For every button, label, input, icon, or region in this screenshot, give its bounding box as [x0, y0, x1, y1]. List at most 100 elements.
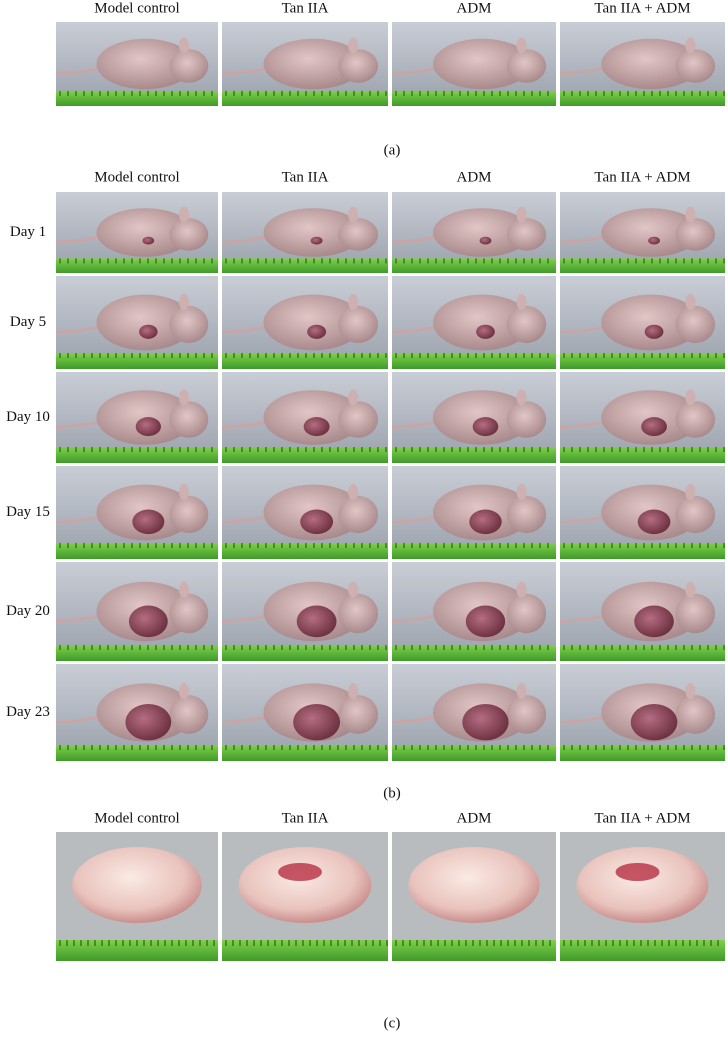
- mouse-head: [169, 593, 209, 634]
- ruler: [56, 745, 218, 761]
- tumor: [472, 417, 499, 437]
- mouse-head: [506, 593, 547, 634]
- mouse-head: [506, 495, 547, 534]
- photo: [55, 664, 218, 761]
- tumor: [135, 417, 161, 437]
- tumor: [648, 236, 660, 245]
- tumor: [303, 417, 330, 437]
- mouse-ear: [348, 683, 359, 700]
- ruler: [56, 447, 218, 463]
- column-header: Tan IIA: [282, 0, 329, 16]
- mouse-ear: [348, 206, 359, 223]
- tumor: [641, 417, 667, 437]
- column-header: Model control: [94, 0, 179, 16]
- mouse-ear: [348, 484, 359, 501]
- tumor: [300, 509, 334, 535]
- tumor: [465, 605, 506, 638]
- ruler: [56, 940, 218, 961]
- row-label: Day 20: [6, 603, 50, 619]
- ruler: [56, 543, 218, 559]
- ruler: [392, 543, 556, 559]
- ruler: [56, 258, 218, 273]
- photo: [221, 664, 388, 761]
- mouse-ear: [178, 683, 189, 700]
- mouse-head: [169, 305, 209, 344]
- mouse-ear: [685, 484, 696, 501]
- tumor: [462, 703, 509, 741]
- ruler: [56, 645, 218, 661]
- column-header: Tan IIA + ADM: [594, 169, 690, 185]
- column-header: Tan IIA: [282, 169, 329, 185]
- tumor: [630, 703, 678, 741]
- photo: [391, 466, 556, 559]
- mouse-head: [506, 401, 547, 438]
- tumor: [469, 509, 502, 535]
- ruler: [222, 258, 388, 273]
- mouse-ear: [516, 294, 527, 311]
- mouse-ear: [685, 581, 696, 598]
- tumor: [125, 703, 172, 741]
- mouse-head: [675, 695, 716, 734]
- tumor: [644, 324, 664, 339]
- mouse-head: [169, 218, 209, 251]
- mouse-ear: [348, 37, 359, 54]
- hemorrhage: [278, 863, 322, 881]
- photo: [559, 192, 725, 273]
- mouse-head: [338, 401, 379, 438]
- photo: [55, 372, 218, 463]
- column-header: ADM: [456, 810, 491, 826]
- mouse-body: [433, 294, 532, 351]
- mouse-head: [506, 218, 547, 251]
- mouse-ear: [516, 206, 527, 223]
- photo: [559, 22, 725, 106]
- tumor: [128, 605, 168, 638]
- panel-label: (a): [384, 142, 401, 158]
- tumor: [479, 236, 492, 245]
- mouse-head: [675, 495, 716, 534]
- mouse-body: [433, 208, 532, 257]
- photo: [55, 562, 218, 661]
- ruler: [222, 447, 388, 463]
- mouse-ear: [685, 389, 696, 406]
- mouse-ear: [348, 294, 359, 311]
- mouse-body: [263, 38, 364, 90]
- tumor-photo: [222, 832, 388, 961]
- mouse-ear: [178, 37, 189, 54]
- mouse-body: [601, 208, 701, 257]
- mouse-ear: [685, 206, 696, 223]
- mouse-ear: [348, 389, 359, 406]
- ruler: [222, 353, 388, 369]
- tumor-photo: [56, 832, 218, 961]
- mouse-body: [96, 38, 194, 90]
- mouse-ear: [178, 389, 189, 406]
- photo: [391, 372, 556, 463]
- photo: [221, 22, 388, 106]
- tumor: [307, 324, 327, 339]
- ruler: [56, 353, 218, 369]
- ruler: [560, 940, 725, 961]
- ruler: [222, 645, 388, 661]
- ruler: [222, 90, 388, 106]
- tumor: [139, 324, 158, 339]
- row-label: Day 1: [10, 224, 46, 240]
- mouse-ear: [348, 581, 359, 598]
- mouse-ear: [516, 581, 527, 598]
- ruler: [222, 940, 388, 961]
- ruler: [222, 543, 388, 559]
- tumor: [476, 324, 495, 339]
- photo: [55, 276, 218, 369]
- mouse-head: [169, 401, 209, 438]
- column-header: Tan IIA + ADM: [594, 810, 690, 826]
- column-header: Tan IIA: [282, 810, 329, 826]
- mouse-head: [338, 305, 379, 344]
- mouse-ear: [516, 37, 527, 54]
- photo: [559, 664, 725, 761]
- tumor: [293, 703, 341, 741]
- mouse-head: [338, 218, 379, 251]
- column-header: Tan IIA + ADM: [594, 0, 690, 16]
- mouse-body: [601, 38, 701, 90]
- tumor-photo: [560, 832, 725, 961]
- mouse-ear: [516, 683, 527, 700]
- mouse-ear: [685, 294, 696, 311]
